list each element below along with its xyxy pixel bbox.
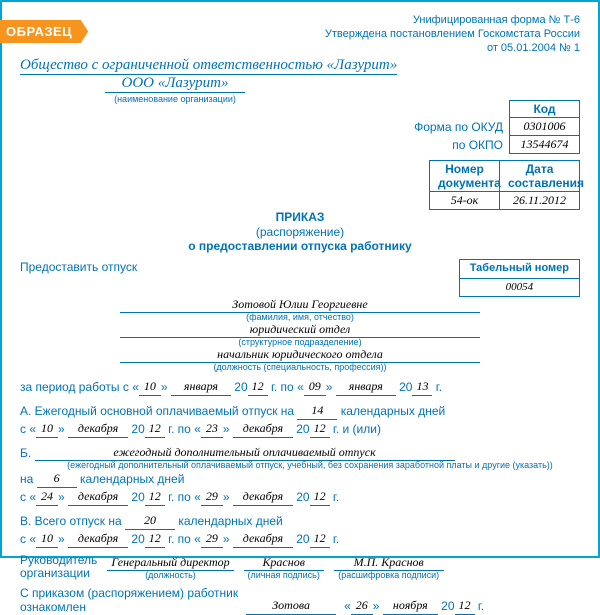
ack-d: 26	[351, 597, 373, 615]
secA-tail: г. и (или)	[333, 422, 381, 436]
secA-days: 14	[297, 402, 337, 420]
employee-dept-cap: (структурное подразделение)	[20, 338, 580, 347]
ack-y: 12	[455, 597, 475, 615]
secV-tm: декабря	[233, 530, 293, 548]
org-name-1: Общество с ограниченной ответственностью…	[20, 57, 397, 75]
secA-fy: 12	[145, 420, 165, 438]
secA-fd: 10	[36, 420, 58, 438]
form-header-l1: Унифицированная форма № Т-6	[20, 14, 580, 28]
okud-label: Форма по ОКУД	[406, 118, 509, 136]
ack-row: С приказом (распоряжением) работник озна…	[20, 586, 580, 615]
ack-l2: ознакомлен	[20, 600, 238, 614]
docnum-label: Номер документа	[430, 161, 500, 192]
boss-l1: Руководитель	[20, 554, 97, 567]
secB-type-cap: (ежегодный дополнительный оплачиваемый о…	[40, 461, 580, 470]
boss-sign-cap: (личная подпись)	[244, 571, 324, 580]
ack-sign: Зотова	[246, 597, 336, 615]
period-d1: 10	[139, 378, 161, 396]
secB-days: 6	[37, 470, 77, 488]
boss-post: Генеральный директор	[107, 555, 233, 571]
secA-ty: 12	[310, 420, 330, 438]
tabnum-label: Табельный номер	[459, 260, 579, 278]
ack-l1: С приказом (распоряжением) работник	[20, 586, 238, 600]
employee-post: начальник юридического отдела	[120, 347, 480, 363]
secB-td: 29	[201, 488, 223, 506]
doc-meta-table: Номер документа Дата составления 54-ок 2…	[429, 160, 580, 210]
secB-na: на	[20, 472, 33, 486]
title-2: (распоряжение)	[20, 225, 580, 239]
secA-label: А. Ежегодный основной оплачиваемый отпус…	[20, 404, 294, 418]
docnum-value: 54-ок	[430, 192, 500, 210]
doc-meta-block: Номер документа Дата составления 54-ок 2…	[429, 160, 580, 210]
secV-fm: декабря	[68, 530, 128, 548]
sample-badge: ОБРАЗЕЦ	[0, 20, 88, 43]
form-header-l3: от 05.01.2004 № 1	[20, 42, 580, 56]
secB-tm: декабря	[233, 488, 293, 506]
secB-fy: 12	[145, 488, 165, 506]
org-caption: (наименование организации)	[20, 94, 330, 104]
okpo-value: 13544674	[510, 136, 580, 154]
secB-type: ежегодный дополнительный оплачиваемый от…	[35, 444, 455, 462]
secA-td: 23	[201, 420, 223, 438]
secV-unit: календарных дней	[178, 514, 282, 528]
secV-days: 20	[125, 512, 175, 530]
period-y1: 12	[248, 378, 268, 396]
codes-block: Код Форма по ОКУД 0301006 по ОКПО 135446…	[406, 100, 580, 154]
okud-value: 0301006	[510, 118, 580, 136]
secA-unit: календарных дней	[341, 404, 445, 418]
secV-ty: 12	[310, 530, 330, 548]
secV-fd: 10	[36, 530, 58, 548]
section-a: А. Ежегодный основной оплачиваемый отпус…	[20, 402, 580, 438]
period-label: за период работы с	[20, 380, 129, 394]
secV-td: 29	[201, 530, 223, 548]
title-block: ПРИКАЗ (распоряжение) о предоставлении о…	[20, 210, 580, 253]
tabnum-value: 00054	[459, 278, 579, 296]
boss-decode-cap: (расшифровка подписи)	[334, 571, 444, 580]
secV-label: В. Всего отпуск на	[20, 514, 122, 528]
grant-label: Предоставить отпуск	[20, 260, 137, 274]
grant-row: Предоставить отпуск Табельный номер 0005…	[20, 259, 580, 276]
period-y2: 13	[412, 378, 432, 396]
employee-fio: Зотовой Юлии Георгиевне	[120, 297, 480, 313]
boss-l2: организации	[20, 567, 97, 580]
org-name-2: ООО «Лазурит»	[105, 75, 245, 93]
employee-post-cap: (должность (специальность, профессия))	[20, 363, 580, 372]
employee-fio-cap: (фамилия, имя, отчество)	[20, 313, 580, 322]
tabnum-block: Табельный номер 00054	[459, 259, 580, 297]
period-row: за период работы с «10» января 2012 г. п…	[20, 378, 580, 396]
boss-decode: М.П. Краснов	[334, 555, 444, 571]
ack-m: ноября	[383, 597, 438, 615]
employee-dept: юридический отдел	[120, 322, 480, 338]
boss-sign: Краснов	[244, 555, 324, 571]
okpo-label: по ОКПО	[406, 136, 509, 154]
employee-block: Зотовой Юлии Георгиевне (фамилия, имя, о…	[20, 297, 580, 372]
period-m2: января	[336, 378, 396, 396]
kod-header: Код	[510, 101, 580, 118]
secA-fm: декабря	[68, 420, 128, 438]
document-page: ОБРАЗЕЦ Унифицированная форма № Т-6 Утве…	[0, 0, 600, 558]
docdate-label: Дата составления	[500, 161, 580, 192]
docdate-value: 26.11.2012	[500, 192, 580, 210]
org-block: Общество с ограниченной ответственностью…	[20, 57, 580, 104]
codes-table: Код Форма по ОКУД 0301006 по ОКПО 135446…	[406, 100, 580, 154]
boss-post-cap: (должность)	[107, 571, 233, 580]
form-header-l2: Утверждена постановлением Госкомстата Ро…	[20, 28, 580, 42]
period-d2: 09	[304, 378, 326, 396]
title-3: о предоставлении отпуска работнику	[20, 239, 580, 253]
secB-ty: 12	[310, 488, 330, 506]
secB-fd: 24	[36, 488, 58, 506]
title-1: ПРИКАЗ	[20, 210, 580, 224]
section-b: Б. ежегодный дополнительный оплачиваемый…	[20, 444, 580, 506]
secB-fm: декабря	[68, 488, 128, 506]
secA-tm: декабря	[233, 420, 293, 438]
period-m1: января	[171, 378, 231, 396]
secV-fy: 12	[145, 530, 165, 548]
section-v: В. Всего отпуск на 20 календарных дней с…	[20, 512, 580, 548]
secB-unit: календарных дней	[80, 472, 184, 486]
secB-label: Б.	[20, 446, 31, 460]
form-header: Унифицированная форма № Т-6 Утверждена п…	[20, 14, 580, 55]
